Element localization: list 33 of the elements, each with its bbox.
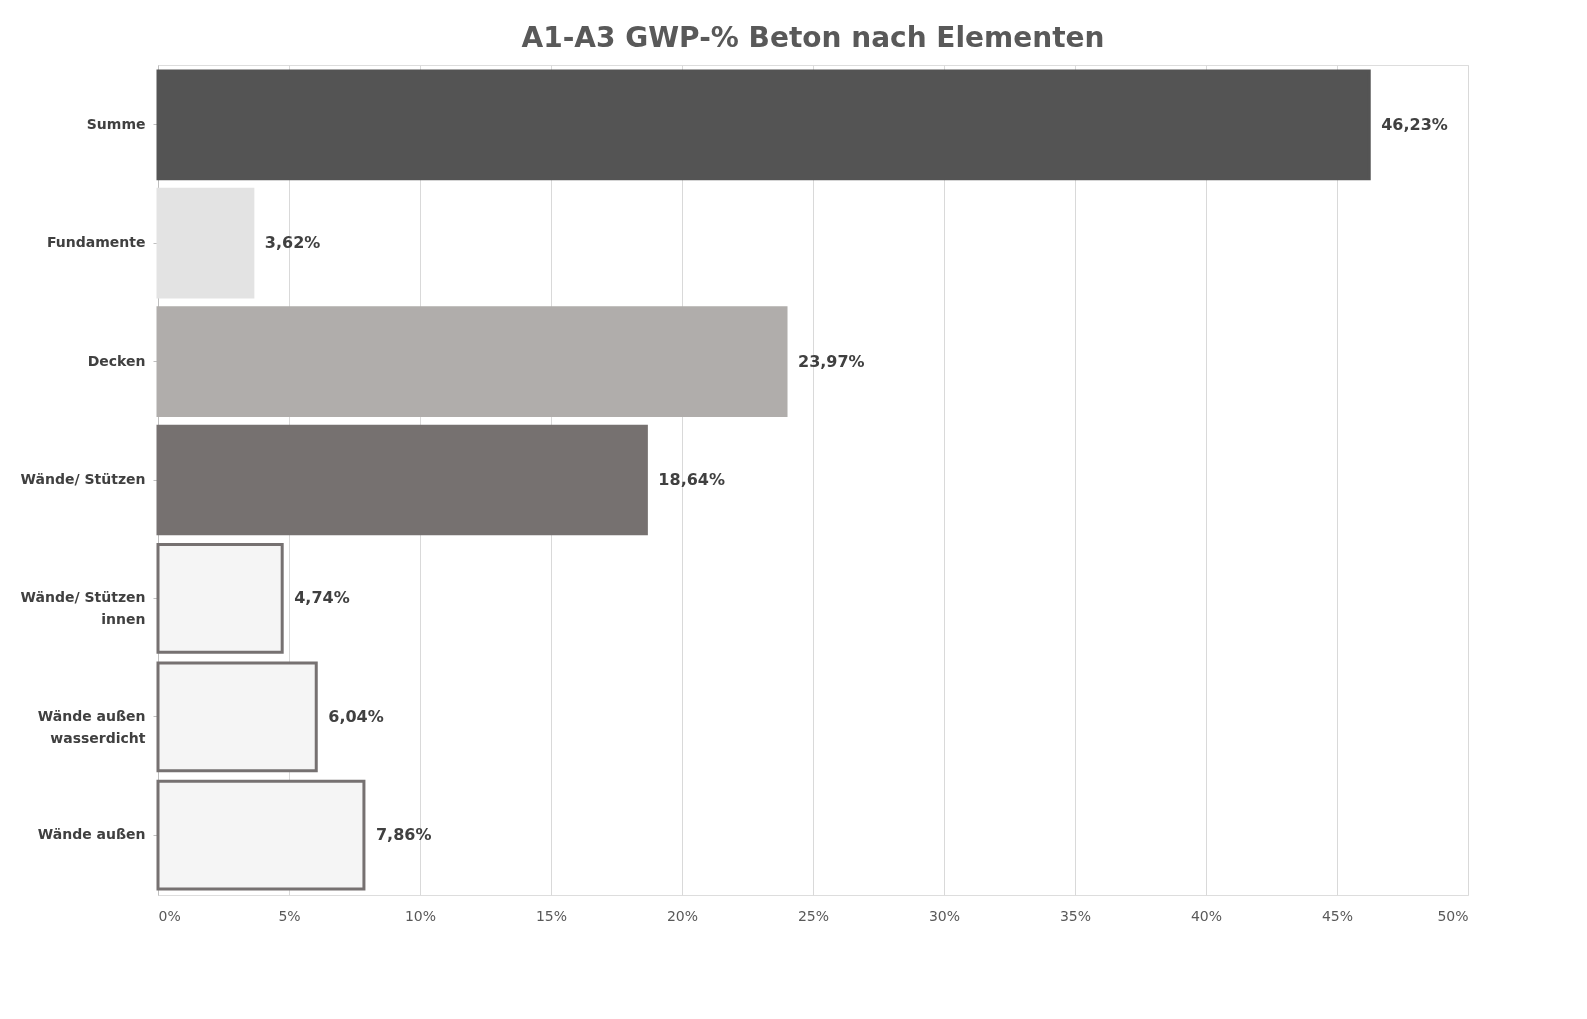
- x-tick-label: 40%: [1190, 907, 1223, 924]
- y-tick-label: Fundamente: [46, 234, 146, 251]
- y-tick-label: Wände außen wasserdicht: [37, 707, 146, 746]
- bar: [156, 306, 788, 417]
- y-tick-label: Summe: [86, 115, 146, 132]
- x-tick-label: 35%: [1059, 907, 1092, 924]
- x-tick-label: 10%: [404, 907, 437, 924]
- data-label: 23,97%: [798, 351, 865, 371]
- x-tick-label: 50%: [1437, 907, 1469, 924]
- bar: [156, 779, 366, 891]
- y-tick-label: Wände/ Stützen innen: [20, 589, 146, 628]
- x-tick-label: 25%: [797, 907, 830, 924]
- bar: [156, 543, 284, 654]
- data-label: 7,86%: [375, 825, 432, 845]
- x-tick-label: 0%: [158, 907, 181, 924]
- y-tick-label: Decken: [87, 352, 146, 369]
- data-label: 6,04%: [328, 706, 384, 726]
- x-tick-label: 20%: [666, 907, 699, 924]
- x-tick-label: 15%: [535, 907, 568, 924]
- y-tick-label: Wände außen: [37, 826, 146, 843]
- x-tick-label: 30%: [928, 907, 961, 924]
- data-label: 18,64%: [658, 470, 726, 489]
- bar: [156, 424, 648, 536]
- bar: [156, 69, 1371, 181]
- bar: [156, 661, 318, 773]
- data-label: 4,74%: [294, 588, 350, 608]
- y-tick-label: Wände/ Stützen: [20, 471, 146, 487]
- x-tick-label: 5%: [278, 907, 301, 924]
- data-label: 3,62%: [264, 233, 321, 253]
- chart-title: A1-A3 GWP-% Beton nach Elementen: [521, 21, 1105, 54]
- x-tick-label: 45%: [1321, 907, 1354, 924]
- data-label: 46,23%: [1381, 114, 1448, 134]
- bar: [156, 187, 255, 299]
